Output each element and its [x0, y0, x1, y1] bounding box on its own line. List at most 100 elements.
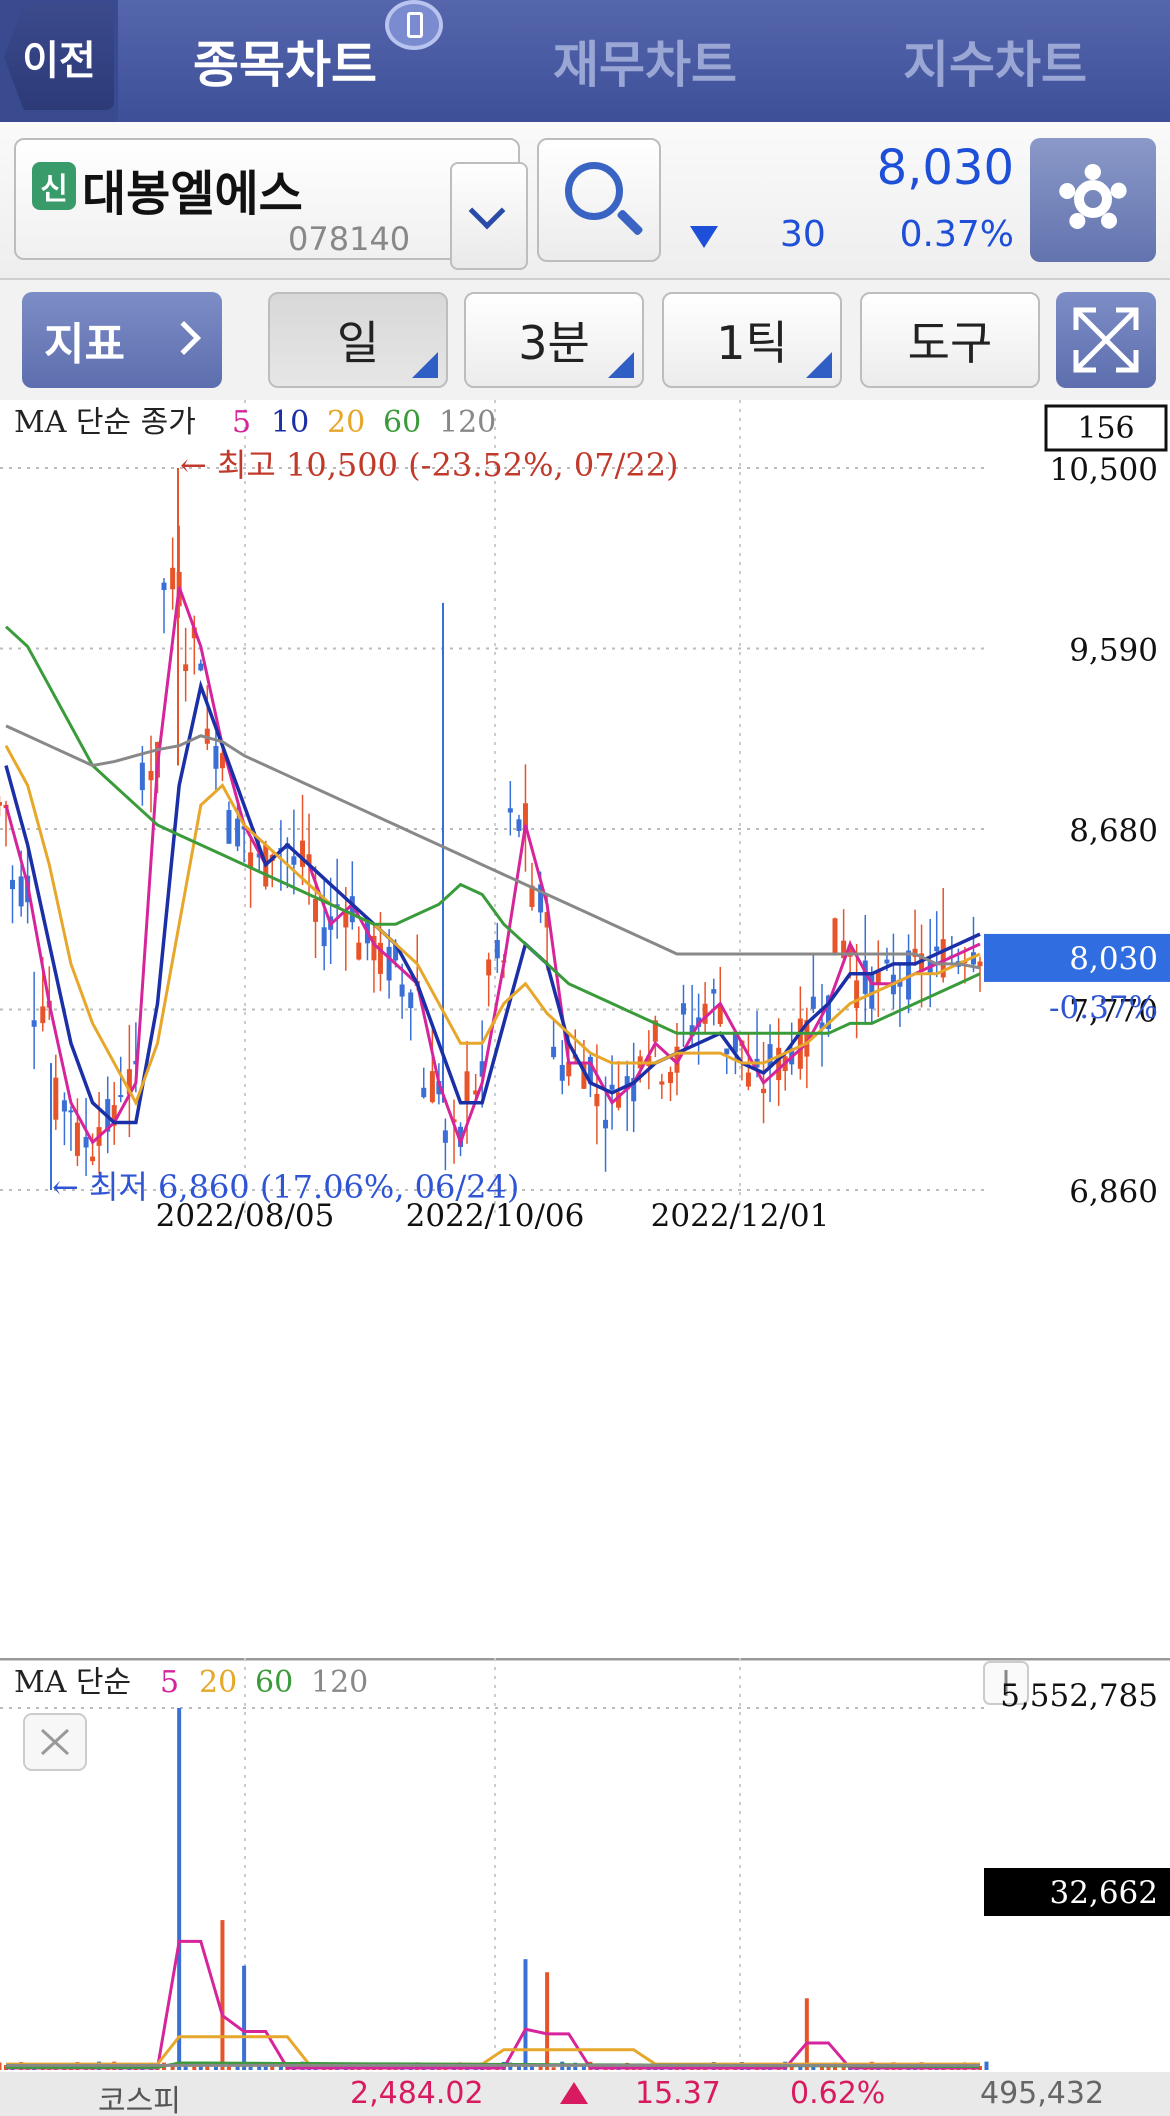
period-day-label: 일 [336, 316, 380, 370]
low-annotation: ← 최저 6,860 (17.06%, 06/24) [52, 1168, 519, 1206]
top-navigation: 이전 종목차트 재무차트 지수차트 [0, 0, 1170, 122]
volume-bar [226, 2064, 231, 2070]
candle-body [646, 1055, 652, 1067]
fullscreen-button[interactable] [1056, 292, 1156, 388]
candle-body [884, 959, 890, 964]
x-tick-label: 2022/08/05 [156, 1198, 335, 1234]
volume-legend: MA 단순 5 20 60 120 [14, 1661, 1029, 1771]
candle-body [111, 1105, 117, 1126]
candle-body [40, 1006, 46, 1024]
period-minute-button[interactable]: 3분 [464, 292, 644, 388]
candle-body [31, 1020, 37, 1027]
candle-body [940, 939, 946, 978]
candle-body [300, 840, 306, 867]
tab-stock-chart[interactable]: 종목차트 [150, 0, 420, 122]
volume-legend-title: MA 단순 [14, 1665, 131, 1700]
candle-body [724, 1048, 730, 1055]
price-axis: 156 10,500 9,590 8,680 7,770 6,860 2022/08/05 2… [156, 404, 1170, 1234]
settings-button[interactable] [1030, 138, 1156, 262]
candle-body [680, 1003, 686, 1015]
candle-body [797, 1018, 803, 1069]
candle-body [18, 876, 24, 907]
candle-body [386, 946, 392, 981]
current-volume-label: 32,662 [1050, 1875, 1158, 1911]
tab-index-chart[interactable]: 지수차트 [860, 0, 1130, 122]
candle-body [847, 945, 853, 957]
candle-body [83, 1137, 89, 1148]
candle-body [810, 996, 816, 1009]
ma-line-60 [4, 625, 981, 1035]
chart-toolbar: 지표 일 3분 1틱 도구 [0, 280, 1170, 400]
price-change: 30 [780, 214, 826, 255]
volume-bar [278, 2065, 283, 2070]
candle-body [538, 884, 544, 913]
legend-title: MA 단순 종가 [14, 405, 196, 440]
stock-code: 078140 [288, 220, 411, 258]
candle-body [717, 1005, 723, 1025]
search-button[interactable] [537, 138, 661, 262]
legend-ma-5: 5 [232, 405, 251, 440]
candle-body [711, 989, 717, 994]
index-volume: 495,432 [980, 2076, 1105, 2111]
ma-line-10 [4, 679, 981, 1125]
candle-body [689, 1025, 695, 1037]
volume-chart[interactable]: MA 단순 5 20 60 120 5,552,785 32,662 [0, 1658, 1170, 2072]
ma-line-120 [5, 724, 981, 970]
candle-body [977, 961, 983, 967]
tools-button[interactable]: 도구 [860, 292, 1040, 388]
candle-body [213, 746, 219, 769]
stock-selector[interactable]: 신 대봉엘에스 078140 [14, 138, 528, 270]
candle-body [349, 896, 355, 923]
tab-index-chart-label: 지수차트 [903, 36, 1087, 94]
legend-ma-10: 10 [271, 405, 309, 440]
candle-body [479, 1061, 485, 1077]
stock-header: 신 대봉엘에스 078140 8,030 30 0.37% [0, 122, 1170, 280]
credit-badge: 신 [32, 162, 76, 210]
visible-count: 156 [1077, 411, 1134, 446]
volume-bar [523, 1959, 528, 2070]
candle-body [321, 927, 327, 947]
candle-body [421, 1087, 427, 1098]
candle-body [767, 1044, 773, 1068]
legend-ma-20: 20 [327, 405, 365, 440]
candle-body [436, 1080, 442, 1095]
phone-sync-icon[interactable] [385, 0, 443, 50]
volume-legend-ma-5: 5 [160, 1665, 179, 1700]
volume-bar [826, 2066, 831, 2070]
period-tick-button[interactable]: 1틱 [662, 292, 842, 388]
candle-body [507, 808, 513, 813]
x-tick-label: 2022/12/01 [651, 1198, 830, 1234]
tab-financial-chart[interactable]: 재무차트 [510, 0, 780, 122]
chevron-right-icon [167, 321, 201, 355]
candle-body [458, 1126, 464, 1147]
legend-ma-60: 60 [383, 405, 421, 440]
candle-body [603, 1119, 609, 1129]
volume-bar [538, 2064, 543, 2070]
candle-body [248, 852, 254, 868]
candle-body [343, 911, 349, 928]
candle-body [442, 1130, 448, 1143]
indicator-label: 지표 [44, 319, 125, 370]
volume-axis: 5,552,785 32,662 [984, 1678, 1170, 1916]
candle-body [408, 992, 414, 1009]
high-annotation: ← 최고 10,500 (-23.52%, 07/22) [180, 446, 679, 484]
candle-body [74, 1122, 80, 1156]
period-day-button[interactable]: 일 [268, 292, 448, 388]
candle-body [393, 943, 399, 961]
volume-bar [566, 2066, 571, 2070]
candle-body [161, 582, 167, 591]
volume-bar [581, 2064, 586, 2070]
candle-body [732, 1031, 738, 1053]
market-ticker[interactable]: 코스피 2,484.02 15.37 0.62% 495,432 [0, 2072, 1170, 2116]
x-tick-label: 2022/10/06 [406, 1198, 585, 1234]
current-price-box [984, 933, 1170, 982]
price-chart[interactable]: ← 최고 10,500 (-23.52%, 07/22) ← 최저 6,860 (… [0, 400, 1170, 1658]
back-button[interactable]: 이전 [4, 4, 114, 110]
volume-bar [213, 2066, 218, 2070]
indicator-button[interactable]: 지표 [22, 292, 222, 388]
candle-body [551, 1046, 557, 1058]
candle-body [429, 1071, 435, 1103]
current-change-label: -0.37% [1049, 990, 1158, 1026]
volume-bar [257, 2065, 262, 2070]
stock-dropdown-button[interactable] [450, 162, 528, 270]
